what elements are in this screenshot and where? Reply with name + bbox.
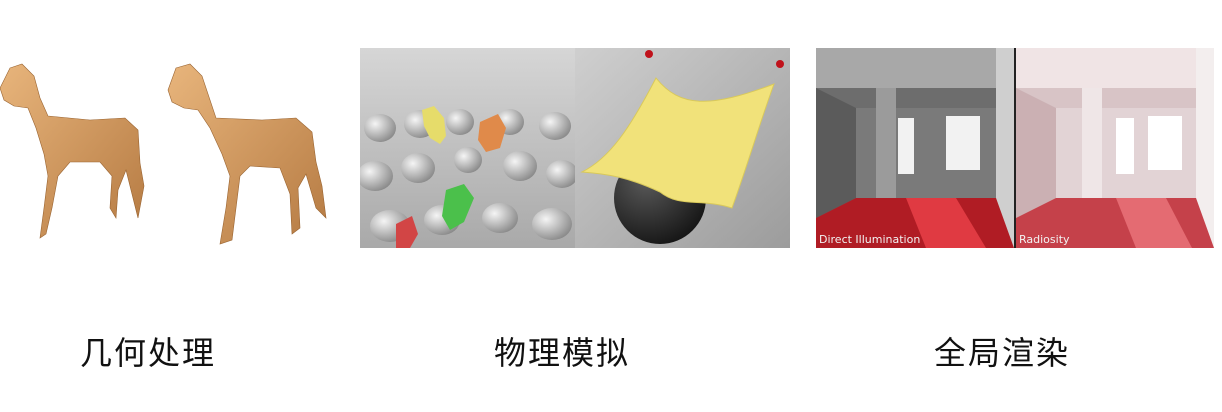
render-label-direct: Direct Illumination	[819, 233, 921, 246]
caption-global-rendering: 全局渲染	[934, 334, 1071, 372]
physics-simulation-image	[357, 48, 790, 248]
pin-left	[645, 50, 653, 58]
global-rendering-image: Direct Illumination Radiosity	[816, 48, 1214, 248]
soft-bodies	[396, 106, 506, 248]
caption-physics-simulation: 物理模拟	[494, 334, 631, 372]
render-label-radiosity: Radiosity	[1019, 233, 1070, 246]
room-rendering-icon	[816, 48, 1014, 248]
render-direct-illumination: Direct Illumination	[816, 48, 1014, 248]
horse-left	[0, 63, 145, 239]
pin-right	[776, 60, 784, 68]
physics-simulation-icon	[357, 48, 790, 248]
horse-mesh-icon	[0, 63, 327, 245]
room-rendering-radiosity	[1016, 48, 1214, 248]
geometry-processing-image	[0, 58, 340, 248]
caption-geometry-processing: 几何处理	[80, 334, 217, 372]
horse-right	[167, 63, 327, 245]
render-radiosity: Radiosity	[1016, 48, 1214, 248]
cloth	[580, 77, 775, 209]
